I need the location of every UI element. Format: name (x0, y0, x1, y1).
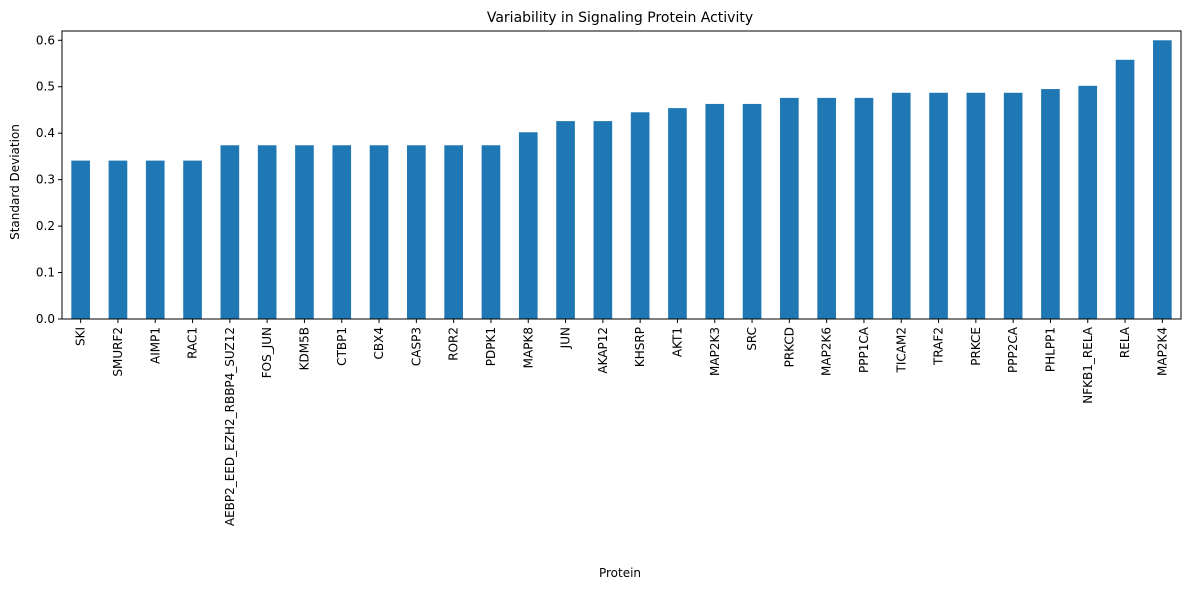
x-tick-label: SKI (74, 327, 88, 346)
bar (108, 160, 128, 319)
x-tick-label: MAP2K6 (820, 327, 834, 376)
x-tick-label: KHSRP (633, 327, 647, 367)
x-tick-label: CASP3 (409, 327, 423, 366)
bar (630, 112, 650, 320)
bar (817, 97, 836, 319)
x-tick-label: TRAF2 (932, 327, 946, 366)
bar (444, 145, 463, 319)
bar (145, 160, 165, 319)
x-tick-label: MAP2K4 (1155, 327, 1169, 376)
chart-title: Variability in Signaling Protein Activit… (487, 10, 753, 26)
bar (369, 145, 389, 319)
bar (1078, 85, 1098, 320)
bar (705, 103, 725, 319)
x-tick-label: AEBP2_EED_EZH2_RBBP4_SUZ12 (223, 327, 237, 526)
y-tick-label: 0.1 (36, 266, 55, 280)
x-tick-label: PRKCE (969, 327, 983, 366)
bar (1153, 40, 1172, 320)
y-axis: 0.0 0.1 0.2 0.3 0.4 0.5 0.6 (36, 33, 62, 326)
bar (220, 145, 240, 319)
y-tick-label: 0.3 (36, 173, 55, 187)
y-axis-label: Standard Deviation (8, 124, 22, 240)
bar (742, 103, 762, 319)
bar (891, 92, 911, 320)
bar (257, 145, 277, 319)
x-axis-label: Protein (599, 566, 641, 580)
x-tick-label: PRKCD (782, 327, 796, 367)
bar (929, 92, 948, 320)
bar (1041, 89, 1060, 319)
x-tick-label: SRC (745, 327, 759, 351)
x-tick-label: SMURF2 (111, 327, 125, 377)
bars-group (71, 40, 1172, 320)
x-tick-label: RELA (1118, 326, 1132, 358)
y-tick-label: 0.6 (36, 33, 55, 47)
x-tick-label: NFKB1_RELA (1081, 326, 1095, 403)
x-axis: SKI SMURF2 AIMP1 RAC1 AEBP2_EED_EZH2_RBBP4_S… (74, 319, 1169, 526)
plot-frame (61, 30, 1182, 320)
bar (71, 160, 90, 319)
x-tick-label: ROR2 (447, 327, 461, 361)
x-tick-label: CBX4 (372, 327, 386, 359)
bar (593, 121, 613, 320)
bar (407, 145, 426, 319)
y-tick-label: 0.4 (36, 126, 55, 140)
x-tick-label: MAP2K3 (708, 327, 722, 376)
x-tick-label: PPP2CA (1006, 326, 1020, 373)
bar (183, 160, 202, 319)
x-tick-label: TICAM2 (894, 327, 908, 373)
x-tick-label: PPP1CA (857, 326, 871, 373)
x-tick-label: FOS_JUN (260, 327, 274, 378)
bar (966, 92, 986, 320)
bar (668, 108, 687, 319)
bar (780, 97, 799, 319)
bar (1115, 59, 1135, 320)
x-tick-label: AKT1 (670, 327, 684, 357)
x-tick-label: RAC1 (186, 327, 200, 359)
y-tick-label: 0.2 (36, 219, 55, 233)
bar (556, 121, 575, 320)
x-tick-label: PDPK1 (484, 327, 498, 366)
y-tick-label: 0.0 (36, 312, 55, 326)
bar (481, 145, 501, 319)
bar (1003, 92, 1023, 320)
x-tick-label: MAPK8 (521, 327, 535, 368)
y-tick-label: 0.5 (36, 80, 55, 94)
bar (332, 145, 352, 319)
x-tick-label: AKAP12 (596, 327, 610, 374)
x-tick-label: KDM5B (297, 327, 311, 370)
bar (854, 97, 874, 319)
bar (518, 132, 538, 319)
x-tick-label: CTBP1 (335, 327, 349, 366)
x-tick-label: AIMP1 (148, 327, 162, 364)
bar (295, 145, 314, 319)
x-tick-label: JUN (559, 327, 573, 349)
x-tick-label: PHLPP1 (1043, 327, 1057, 372)
